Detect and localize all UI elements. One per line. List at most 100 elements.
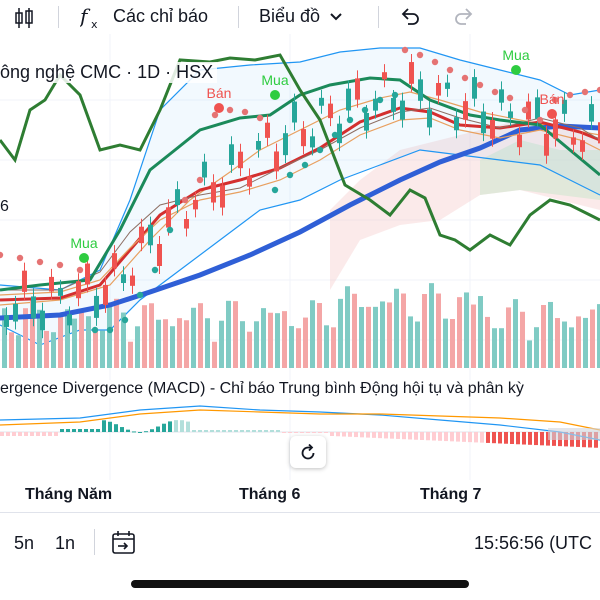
time-axis: Tháng Năm Tháng 6 Tháng 7 [0,482,600,510]
psar-dot [566,91,574,99]
range-5d-button[interactable]: 5n [14,533,35,553]
macd-histogram-bar [222,430,226,432]
candlestick [31,296,36,319]
macd-histogram-bar [474,432,478,443]
volume-bar [93,330,98,368]
volume-bar [275,313,280,368]
macd-histogram-bar [150,429,154,432]
candlestick [589,104,594,122]
price-chart[interactable]: Mua Mua Mua Bán Bán [0,34,600,482]
candlestick [472,77,477,99]
volume-bar [359,307,364,368]
candlestick [67,314,72,326]
macd-histogram-bar [138,431,142,433]
candlestick [247,176,252,187]
candlestick [391,98,396,112]
candlestick [517,134,522,148]
macd-histogram-bar [108,421,112,432]
candlestick [22,270,27,292]
ichimoku-cloud-green [480,140,600,200]
volume-bar [289,326,294,368]
chevron-down-icon [330,12,342,20]
time-tick: Tháng 7 [420,486,482,503]
candlestick [535,97,540,119]
candles-icon[interactable] [12,6,36,30]
macd-histogram-bar [480,432,484,443]
chart-type-button[interactable]: Biểu đồ [259,6,344,27]
psar-dot [416,51,424,59]
date-range-icon[interactable] [110,529,138,562]
indicators-button[interactable]: Các chỉ báo [113,6,209,26]
macd-histogram-bar [330,432,334,436]
candlestick [526,101,531,120]
bottom-toolbar: 5n 1n 15:56:56 (UTC [0,512,600,573]
psar-dot [551,96,559,104]
top-toolbar: f x Các chỉ báo Biểu đồ [0,0,600,34]
psar-dot [446,66,454,74]
volume-bar [366,306,371,368]
macd-histogram-bar [198,430,202,432]
macd-histogram-bar [372,432,376,438]
macd-histogram-bar [186,421,190,432]
macd-histogram-bar [264,430,268,432]
volume-bar [254,321,259,368]
volume-bar [86,316,91,368]
volume-bar [415,321,420,368]
macd-histogram-bar [84,429,88,432]
clock-timezone[interactable]: 15:56:56 (UTC [474,533,593,553]
candlestick [499,89,504,103]
function-icon[interactable]: f x [78,3,104,36]
volume-bar [352,293,357,368]
candlestick [58,287,63,296]
candlestick [229,144,234,165]
macd-histogram-bar [288,432,292,433]
candlestick [301,129,306,147]
psar-dot [286,171,294,179]
buy-signal-label-dot [79,253,89,263]
volume-bar [128,341,133,368]
macd-histogram-bar [486,432,490,443]
buy-signal-label: Mua [261,72,288,88]
macd-histogram-bar [408,432,412,440]
macd-histogram-bar [180,420,184,432]
psar-dot [331,131,339,139]
volume-bar [149,303,154,368]
redo-icon[interactable] [452,5,476,34]
macd-histogram-bar [240,430,244,432]
macd-histogram-bar [342,432,346,437]
macd-histogram-bar [396,432,400,439]
ma-20-line [0,117,600,296]
candlestick [454,117,459,131]
psar-dot [361,106,369,114]
macd-histogram-bar [66,429,70,432]
macd-histogram-bar [282,432,286,433]
macd-histogram-bar [540,432,544,446]
volume-bar [16,335,21,368]
macd-histogram-bar [468,432,472,443]
candlestick [490,120,495,139]
macd-histogram-bar [30,432,34,436]
candlestick [598,122,600,144]
candlestick [139,226,144,244]
volume-bar [65,309,70,368]
volume-bar [247,331,252,368]
macd-histogram-bar [48,432,52,436]
reset-chart-button[interactable] [290,436,326,468]
volume-bar [331,327,336,368]
time-tick: Tháng Năm [25,486,113,503]
psar-dot [76,266,84,274]
bollinger-upper [0,47,600,291]
volume-bar [177,318,182,368]
psar-dot [91,326,99,334]
range-1d-button[interactable]: 1n [55,533,76,553]
undo-icon[interactable] [398,5,422,34]
macd-histogram-bar [510,432,514,444]
macd-histogram-bar [378,432,382,439]
volume-bar [37,309,42,368]
candlestick [103,284,108,305]
volume-bar [212,341,217,368]
macd-histogram-bar [522,432,526,445]
buy-signal-label-dot [511,65,521,75]
volume-bar [527,340,532,368]
volume-bar [240,321,245,368]
